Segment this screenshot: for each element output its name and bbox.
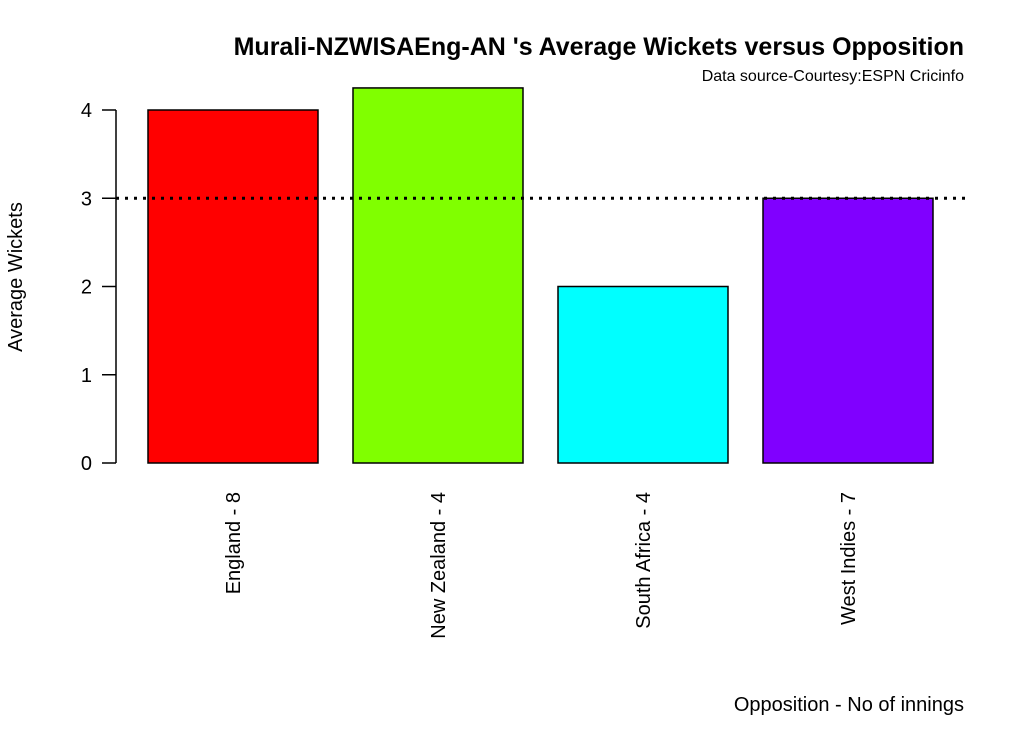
y-axis: 0 1 2 3 4 [81,100,117,475]
y-tick-label: 3 [81,188,92,210]
bars [147,87,934,464]
bar [557,285,729,464]
y-axis-label: Average Wickets [5,202,27,352]
x-tick-label: West Indies - 7 [838,492,860,625]
chart-subtitle: Data source-Courtesy:ESPN Cricinfo [702,68,964,85]
y-tick-label: 4 [81,100,92,122]
x-tick-labels: England - 8 New Zealand - 4 South Africa -… [223,492,860,639]
y-tick-label: 1 [81,365,92,387]
bar [147,109,319,464]
y-tick-label: 0 [81,453,92,475]
x-tick-label: England - 8 [223,492,245,594]
x-tick-label: New Zealand - 4 [428,492,450,639]
y-tick-label: 2 [81,277,92,299]
bar [352,87,524,464]
x-axis-label: Opposition - No of innings [734,694,964,716]
bar [762,197,934,464]
chart-title: Murali-NZWISAEng-AN 's Average Wickets v… [234,33,964,61]
x-tick-label: South Africa - 4 [633,492,655,629]
